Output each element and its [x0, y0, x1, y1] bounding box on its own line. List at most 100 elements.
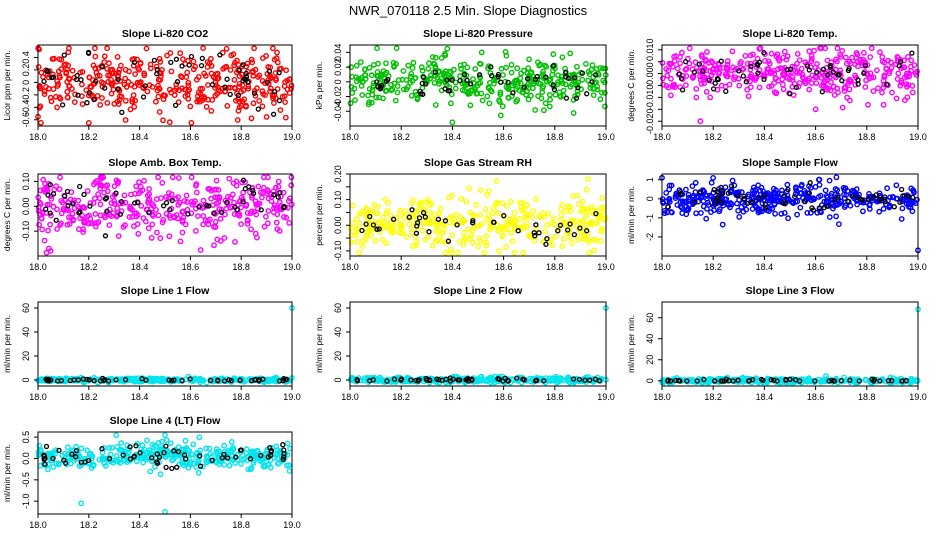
data-point: [599, 194, 605, 201]
data-point: [72, 91, 79, 98]
data-point: [200, 463, 206, 470]
overlay-point: [266, 68, 273, 75]
y-tick-label: 0: [333, 377, 343, 382]
overlay-point: [390, 216, 397, 222]
data-point: [175, 99, 182, 106]
data-point: [129, 214, 136, 220]
data-point: [686, 45, 693, 52]
x-tick-label: 18.4: [444, 392, 462, 402]
data-point: [514, 377, 520, 384]
data-point: [213, 209, 220, 216]
overlay-point: [543, 74, 549, 80]
data-point: [601, 90, 608, 96]
data-point: [252, 66, 259, 73]
overlay-point: [576, 376, 583, 383]
data-point: [798, 65, 805, 72]
overlay-point: [869, 376, 875, 383]
y-tick-label: 0.20: [333, 165, 343, 183]
data-point: [97, 212, 104, 219]
y-tick-label: 60: [645, 313, 655, 323]
overlay-point: [276, 97, 283, 104]
data-point: [583, 186, 590, 193]
data-point: [238, 221, 245, 228]
data-point: [383, 240, 390, 247]
data-point: [602, 65, 609, 72]
data-point: [137, 79, 144, 85]
overlay-point: [224, 199, 230, 206]
data-point: [235, 107, 242, 114]
x-tick-label: 18.0: [341, 392, 359, 402]
overlay-point: [417, 88, 423, 95]
overlay-point: [495, 71, 502, 78]
outlier-point: [812, 106, 819, 113]
y-tick-label: 60: [21, 303, 31, 313]
overlay-point: [209, 82, 216, 88]
data-point: [547, 92, 553, 98]
x-tick-label: 18.2: [80, 132, 98, 142]
y-tick-label: 40: [333, 327, 343, 337]
data-point: [431, 211, 438, 218]
data-point: [419, 67, 426, 74]
data-point: [540, 68, 546, 75]
data-point: [205, 96, 212, 103]
overlay-point: [896, 63, 902, 69]
x-tick-label: 18.2: [704, 132, 722, 142]
overlay-point: [682, 58, 689, 65]
data-point: [156, 86, 163, 92]
data-point: [368, 99, 375, 106]
data-point: [45, 227, 51, 234]
overlay-point: [718, 184, 724, 191]
overlay-point: [73, 76, 80, 83]
overlay-point: [845, 198, 851, 204]
data-point: [870, 88, 877, 95]
data-point: [115, 233, 122, 240]
overlay-point: [77, 209, 83, 215]
y-tick-label: 0.010: [645, 38, 655, 61]
data-point: [272, 95, 279, 102]
data-point: [794, 51, 801, 57]
data-point: [175, 175, 182, 181]
data-point: [250, 73, 257, 79]
data-point: [351, 85, 358, 92]
overlay-point: [45, 192, 51, 198]
data-point: [166, 86, 173, 93]
data-point: [809, 378, 816, 384]
data-point: [64, 444, 71, 451]
overlay-point: [237, 377, 243, 383]
data-point: [550, 215, 557, 222]
data-point: [905, 54, 911, 60]
data-point: [887, 194, 893, 201]
y-tick-label: -0.2: [21, 87, 31, 103]
data-point: [190, 58, 197, 65]
data-point: [470, 76, 476, 83]
data-point: [909, 83, 916, 89]
y-tick-label: -0.04: [333, 101, 343, 122]
overlay-point: [784, 66, 790, 73]
overlay-point: [206, 203, 212, 209]
x-tick-label: 19.0: [909, 392, 927, 402]
data-point: [543, 63, 550, 70]
data-point: [163, 377, 170, 384]
x-tick-label: 18.0: [653, 392, 671, 402]
overlay-point: [884, 81, 890, 88]
outlier-point: [162, 432, 168, 438]
data-point: [200, 377, 207, 384]
data-point: [401, 214, 408, 221]
data-point: [677, 203, 684, 210]
data-point: [124, 456, 131, 463]
data-point: [574, 63, 580, 70]
overlay-point: [422, 214, 428, 220]
panel-title: Slope Line 2 Flow: [434, 285, 524, 297]
data-point: [91, 374, 98, 381]
data-point: [182, 437, 189, 444]
overlay-point: [222, 84, 228, 90]
data-point: [535, 93, 541, 100]
overlay-point: [140, 94, 147, 100]
overlay-point: [665, 378, 671, 384]
data-point: [44, 201, 51, 208]
overlay-point: [673, 377, 679, 384]
data-point: [908, 63, 914, 70]
data-point: [687, 377, 694, 384]
data-point: [283, 214, 290, 221]
overlay-point: [806, 67, 812, 73]
